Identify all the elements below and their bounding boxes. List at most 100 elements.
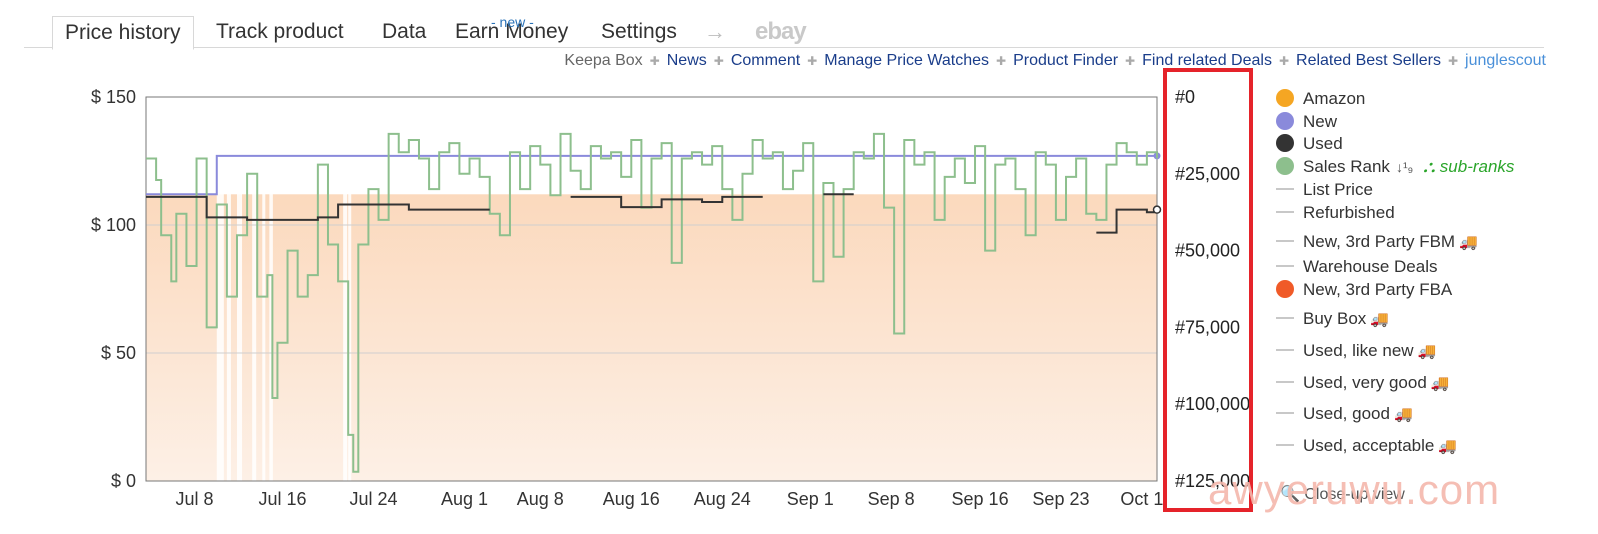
link-news[interactable]: News	[666, 52, 707, 69]
x-tick-label: Aug 8	[517, 489, 564, 509]
legend-dash-icon	[1276, 317, 1294, 319]
legend-dash-icon	[1276, 349, 1294, 351]
legend-dot-icon	[1276, 157, 1294, 175]
y-left-tick-label: $ 150	[91, 87, 136, 107]
link-comment[interactable]: Comment	[730, 52, 801, 69]
link-product-finder[interactable]: Product Finder	[1013, 52, 1119, 69]
y-left-tick-label: $ 50	[101, 343, 136, 363]
x-tick-label: Jul 16	[258, 489, 306, 509]
truck-icon: 🚚	[1393, 406, 1413, 423]
fill-gap	[348, 155, 352, 481]
x-tick-label: Sep 23	[1032, 489, 1089, 509]
fill-gap	[236, 155, 243, 481]
legend-item-buy-box[interactable]: Buy Box 🚚	[1276, 308, 1389, 330]
separator-icon: ✚	[1278, 54, 1290, 68]
legend-dash-icon	[1276, 211, 1294, 213]
x-tick-label: Aug 24	[694, 489, 751, 509]
x-tick-label: Sep 8	[868, 489, 915, 509]
y-right-tick-label: #100,000	[1175, 394, 1250, 414]
link-keepa-box[interactable]: Keepa Box	[564, 52, 643, 69]
watermark: awyeruwu.com	[1208, 466, 1501, 513]
fill-gap	[343, 155, 348, 481]
legend-dash-icon	[1276, 412, 1294, 414]
legend-item-warehouse-deals[interactable]: Warehouse Deals	[1276, 256, 1438, 278]
legend-dash-icon	[1276, 444, 1294, 446]
legend-dot-icon	[1276, 280, 1294, 298]
legend-item-list-price[interactable]: List Price	[1276, 179, 1373, 201]
legend-label: Sales Rank	[1303, 157, 1390, 176]
legend-item-new[interactable]: New	[1276, 111, 1337, 133]
price-fill-area-early	[146, 194, 217, 481]
fill-gap	[226, 155, 231, 481]
y-right-tick-label: #75,000	[1175, 317, 1240, 337]
series-used-line	[570, 195, 763, 209]
close-up-view-link[interactable]: 🔍 Close-up view	[1280, 484, 1405, 504]
legend-item-amazon[interactable]: Amazon	[1276, 88, 1365, 110]
series-sales-rank-line	[146, 132, 1158, 473]
rank-axis-highlight-box	[1163, 68, 1253, 512]
legend-item-used-very-good[interactable]: Used, very good 🚚	[1276, 372, 1449, 394]
truck-icon: 🚚	[1417, 343, 1437, 360]
sub-ranks-link[interactable]: ⛬ sub-ranks	[1423, 157, 1515, 176]
x-tick-label: Sep 16	[952, 489, 1009, 509]
truck-icon: 🚚	[1438, 438, 1458, 455]
link-related-best-sellers[interactable]: Related Best Sellers	[1296, 52, 1441, 69]
link-junglescout[interactable]: junglescout	[1465, 52, 1546, 69]
x-tick-label: Sep 1	[787, 489, 834, 509]
separator-icon: ✚	[1125, 54, 1136, 68]
legend-item-refurbished[interactable]: Refurbished	[1276, 202, 1395, 224]
legend-item-used-good[interactable]: Used, good 🚚	[1276, 403, 1413, 425]
link-manage-price-watches[interactable]: Manage Price Watches	[824, 52, 990, 69]
legend-label: Used	[1303, 134, 1343, 153]
sort-icon[interactable]: ↓¹₉	[1395, 159, 1414, 175]
y-left-tick-label: $ 0	[111, 471, 136, 491]
y-right-tick-label: #0	[1175, 87, 1195, 107]
series-new-line	[146, 154, 1157, 196]
link-find-related-deals[interactable]: Find related Deals	[1142, 52, 1272, 69]
y-right-tick-label: #50,000	[1175, 241, 1240, 261]
legend-dash-icon	[1276, 240, 1294, 242]
plot-border	[145, 96, 1158, 482]
y-right-tick-label: #125,000	[1175, 471, 1250, 491]
legend-label: Used, acceptable	[1303, 436, 1435, 455]
legend-label: New, 3rd Party FBA	[1303, 280, 1453, 299]
x-tick-label: Jul 24	[349, 489, 397, 509]
price-fill-area	[146, 194, 1157, 481]
close-up-label: Close-up view	[1304, 486, 1405, 503]
tab-ebay[interactable]: ebay	[755, 18, 807, 45]
legend-label: Buy Box	[1303, 309, 1367, 328]
legend-dash-icon	[1276, 188, 1294, 190]
legend-item-new-3rd-party-fba[interactable]: New, 3rd Party FBA	[1276, 279, 1452, 301]
fill-gap	[252, 155, 257, 481]
tab-track-product[interactable]: Track product	[216, 20, 344, 43]
separator-icon: ✚	[807, 54, 818, 68]
legend-item-new-3rd-party-fbm[interactable]: New, 3rd Party FBM 🚚	[1276, 231, 1478, 253]
fill-gap	[269, 155, 273, 481]
legend-label: Used, very good	[1303, 373, 1427, 392]
x-tick-label: Oct 1	[1120, 489, 1163, 509]
tab-data[interactable]: Data	[382, 20, 427, 43]
magnifier-icon: 🔍	[1280, 486, 1300, 503]
tab-earn-money[interactable]: - new - Earn Money	[455, 14, 568, 48]
legend-label: Used, good	[1303, 404, 1390, 423]
legend-dot-icon	[1276, 134, 1294, 152]
fill-gap	[216, 155, 224, 481]
y-left-tick-label: $ 100	[91, 215, 136, 235]
tab-settings[interactable]: Settings	[601, 20, 677, 43]
legend-label: Amazon	[1303, 89, 1366, 108]
legend-item-used-like-new[interactable]: Used, like new 🚚	[1276, 340, 1436, 362]
tab-price-history[interactable]: Price history	[52, 16, 194, 50]
legend-item-used[interactable]: Used	[1276, 133, 1343, 155]
x-tick-label: Aug 1	[441, 489, 488, 509]
y-right-tick-label: #25,000	[1175, 164, 1240, 184]
separator-icon: ✚	[649, 54, 660, 68]
legend-label: New	[1303, 112, 1338, 131]
legend-item-used-acceptable[interactable]: Used, acceptable 🚚	[1276, 435, 1457, 457]
x-tick-label: Jul 8	[176, 489, 214, 509]
separator-icon: ✚	[996, 54, 1007, 68]
legend-label: New, 3rd Party FBM	[1303, 232, 1456, 251]
legend-item-sales-rank[interactable]: Sales Rank ↓¹₉ ⛬ sub-ranks	[1276, 156, 1514, 178]
legend-label: Warehouse Deals	[1303, 257, 1438, 276]
legend-dot-icon	[1276, 89, 1294, 107]
